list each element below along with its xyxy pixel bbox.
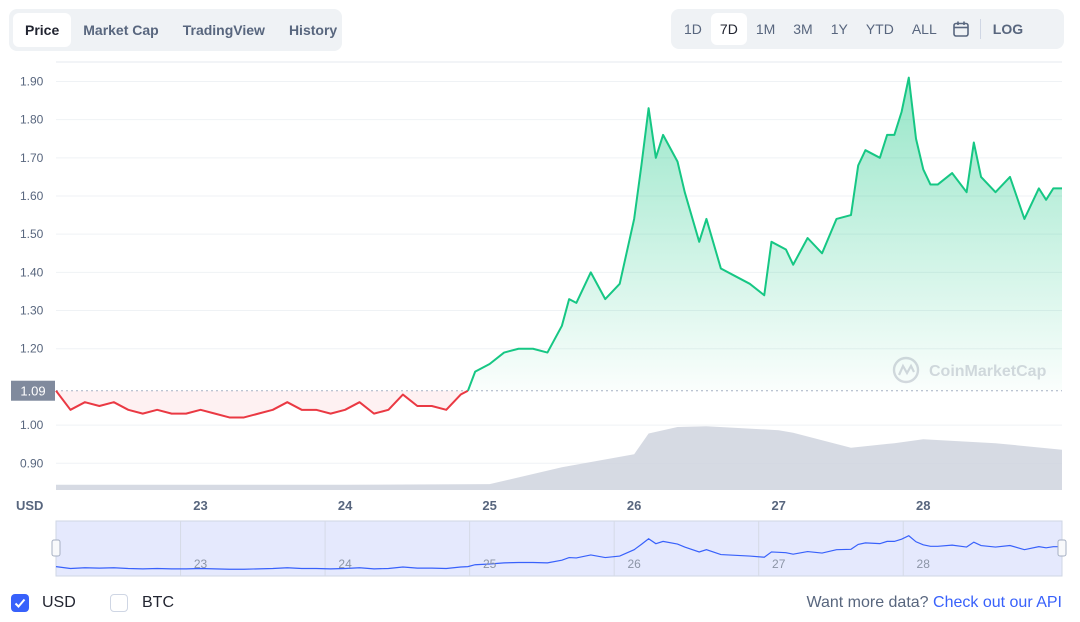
- tab-price[interactable]: Price: [13, 13, 72, 47]
- price-down-fill: [56, 390, 468, 418]
- watermark-text: CoinMarketCap: [929, 363, 1047, 380]
- y-tick-label: 1.90: [20, 74, 44, 88]
- range-1m[interactable]: 1M: [755, 21, 776, 37]
- reference-price-badge: [11, 380, 55, 401]
- usd-label: USD: [42, 594, 76, 611]
- y-tick-label: 1.20: [20, 342, 44, 356]
- price-chart[interactable]: 0.90 1.00 1.20 1.30 1.40 1.50 1.60 1.70 1.80 1.90…: [0, 0, 1080, 590]
- range-all[interactable]: ALL: [911, 21, 937, 37]
- x-tick-label: 27: [771, 498, 785, 513]
- reference-price-label: 1.09: [20, 384, 45, 399]
- navigator-tick-label: 23: [194, 557, 208, 571]
- y-tick-label: 1.30: [20, 304, 44, 318]
- y-tick-label: 0.90: [20, 456, 44, 470]
- api-promo-text: Want more data?: [806, 594, 929, 611]
- x-tick-label: 24: [338, 498, 353, 513]
- api-link[interactable]: Check out our API: [933, 594, 1062, 611]
- time-range-selector: 1D 7D 1M 3M 1Y YTD ALL LOG: [671, 9, 1064, 49]
- price-line-up: [467, 76, 1062, 392]
- navigator-tick-label: 24: [338, 557, 352, 571]
- usd-checkbox[interactable]: [11, 594, 29, 612]
- chart-type-tabs: Price Market Cap TradingView History: [9, 9, 342, 51]
- navigator-handle-right[interactable]: [1057, 539, 1067, 557]
- calendar-icon[interactable]: [946, 13, 976, 45]
- range-1y[interactable]: 1Y: [830, 21, 848, 37]
- currency-axis-label: USD: [16, 498, 43, 513]
- x-tick-label: 26: [627, 498, 641, 513]
- range-7d[interactable]: 7D: [710, 13, 747, 45]
- y-tick-label: 1.70: [20, 151, 44, 165]
- navigator-tick-label: 27: [772, 557, 786, 571]
- price-up-fill: [467, 77, 1062, 391]
- navigator-line: [55, 535, 1062, 570]
- footer: USD BTC Want more data? Check out our AP…: [0, 590, 1080, 618]
- coinmarketcap-logo-icon: [892, 356, 920, 384]
- watermark: CoinMarketCap: [892, 356, 1047, 384]
- log-scale-toggle[interactable]: LOG: [992, 21, 1024, 37]
- y-tick-label: 1.40: [20, 265, 44, 279]
- x-tick-label: 23: [193, 498, 207, 513]
- tab-tradingview[interactable]: TradingView: [182, 22, 265, 38]
- y-tick-label: 1.50: [20, 227, 44, 241]
- range-navigator: [55, 520, 1063, 577]
- range-3m[interactable]: 3M: [793, 21, 813, 37]
- y-tick-label: 1.60: [20, 189, 44, 203]
- y-tick-label: 1.80: [20, 113, 44, 127]
- navigator-tick-label: 25: [483, 557, 497, 571]
- price-line-down: [55, 389, 469, 419]
- navigator-tick-label: 28: [917, 557, 931, 571]
- divider: [979, 19, 981, 39]
- check-icon: [14, 598, 26, 608]
- navigator-tick-label: 26: [627, 557, 641, 571]
- tab-history[interactable]: History: [288, 22, 338, 38]
- range-1d[interactable]: 1D: [684, 21, 702, 37]
- tab-market-cap[interactable]: Market Cap: [83, 22, 159, 38]
- volume-area: [56, 426, 1062, 490]
- btc-label: BTC: [142, 594, 174, 611]
- x-tick-label: 25: [482, 498, 496, 513]
- x-tick-label: 28: [916, 498, 930, 513]
- y-tick-label: 1.00: [20, 418, 44, 432]
- api-promo: Want more data? Check out our API: [806, 594, 1062, 612]
- navigator-handle-left[interactable]: [51, 539, 61, 557]
- range-ytd[interactable]: YTD: [865, 21, 894, 37]
- btc-checkbox[interactable]: [110, 594, 128, 612]
